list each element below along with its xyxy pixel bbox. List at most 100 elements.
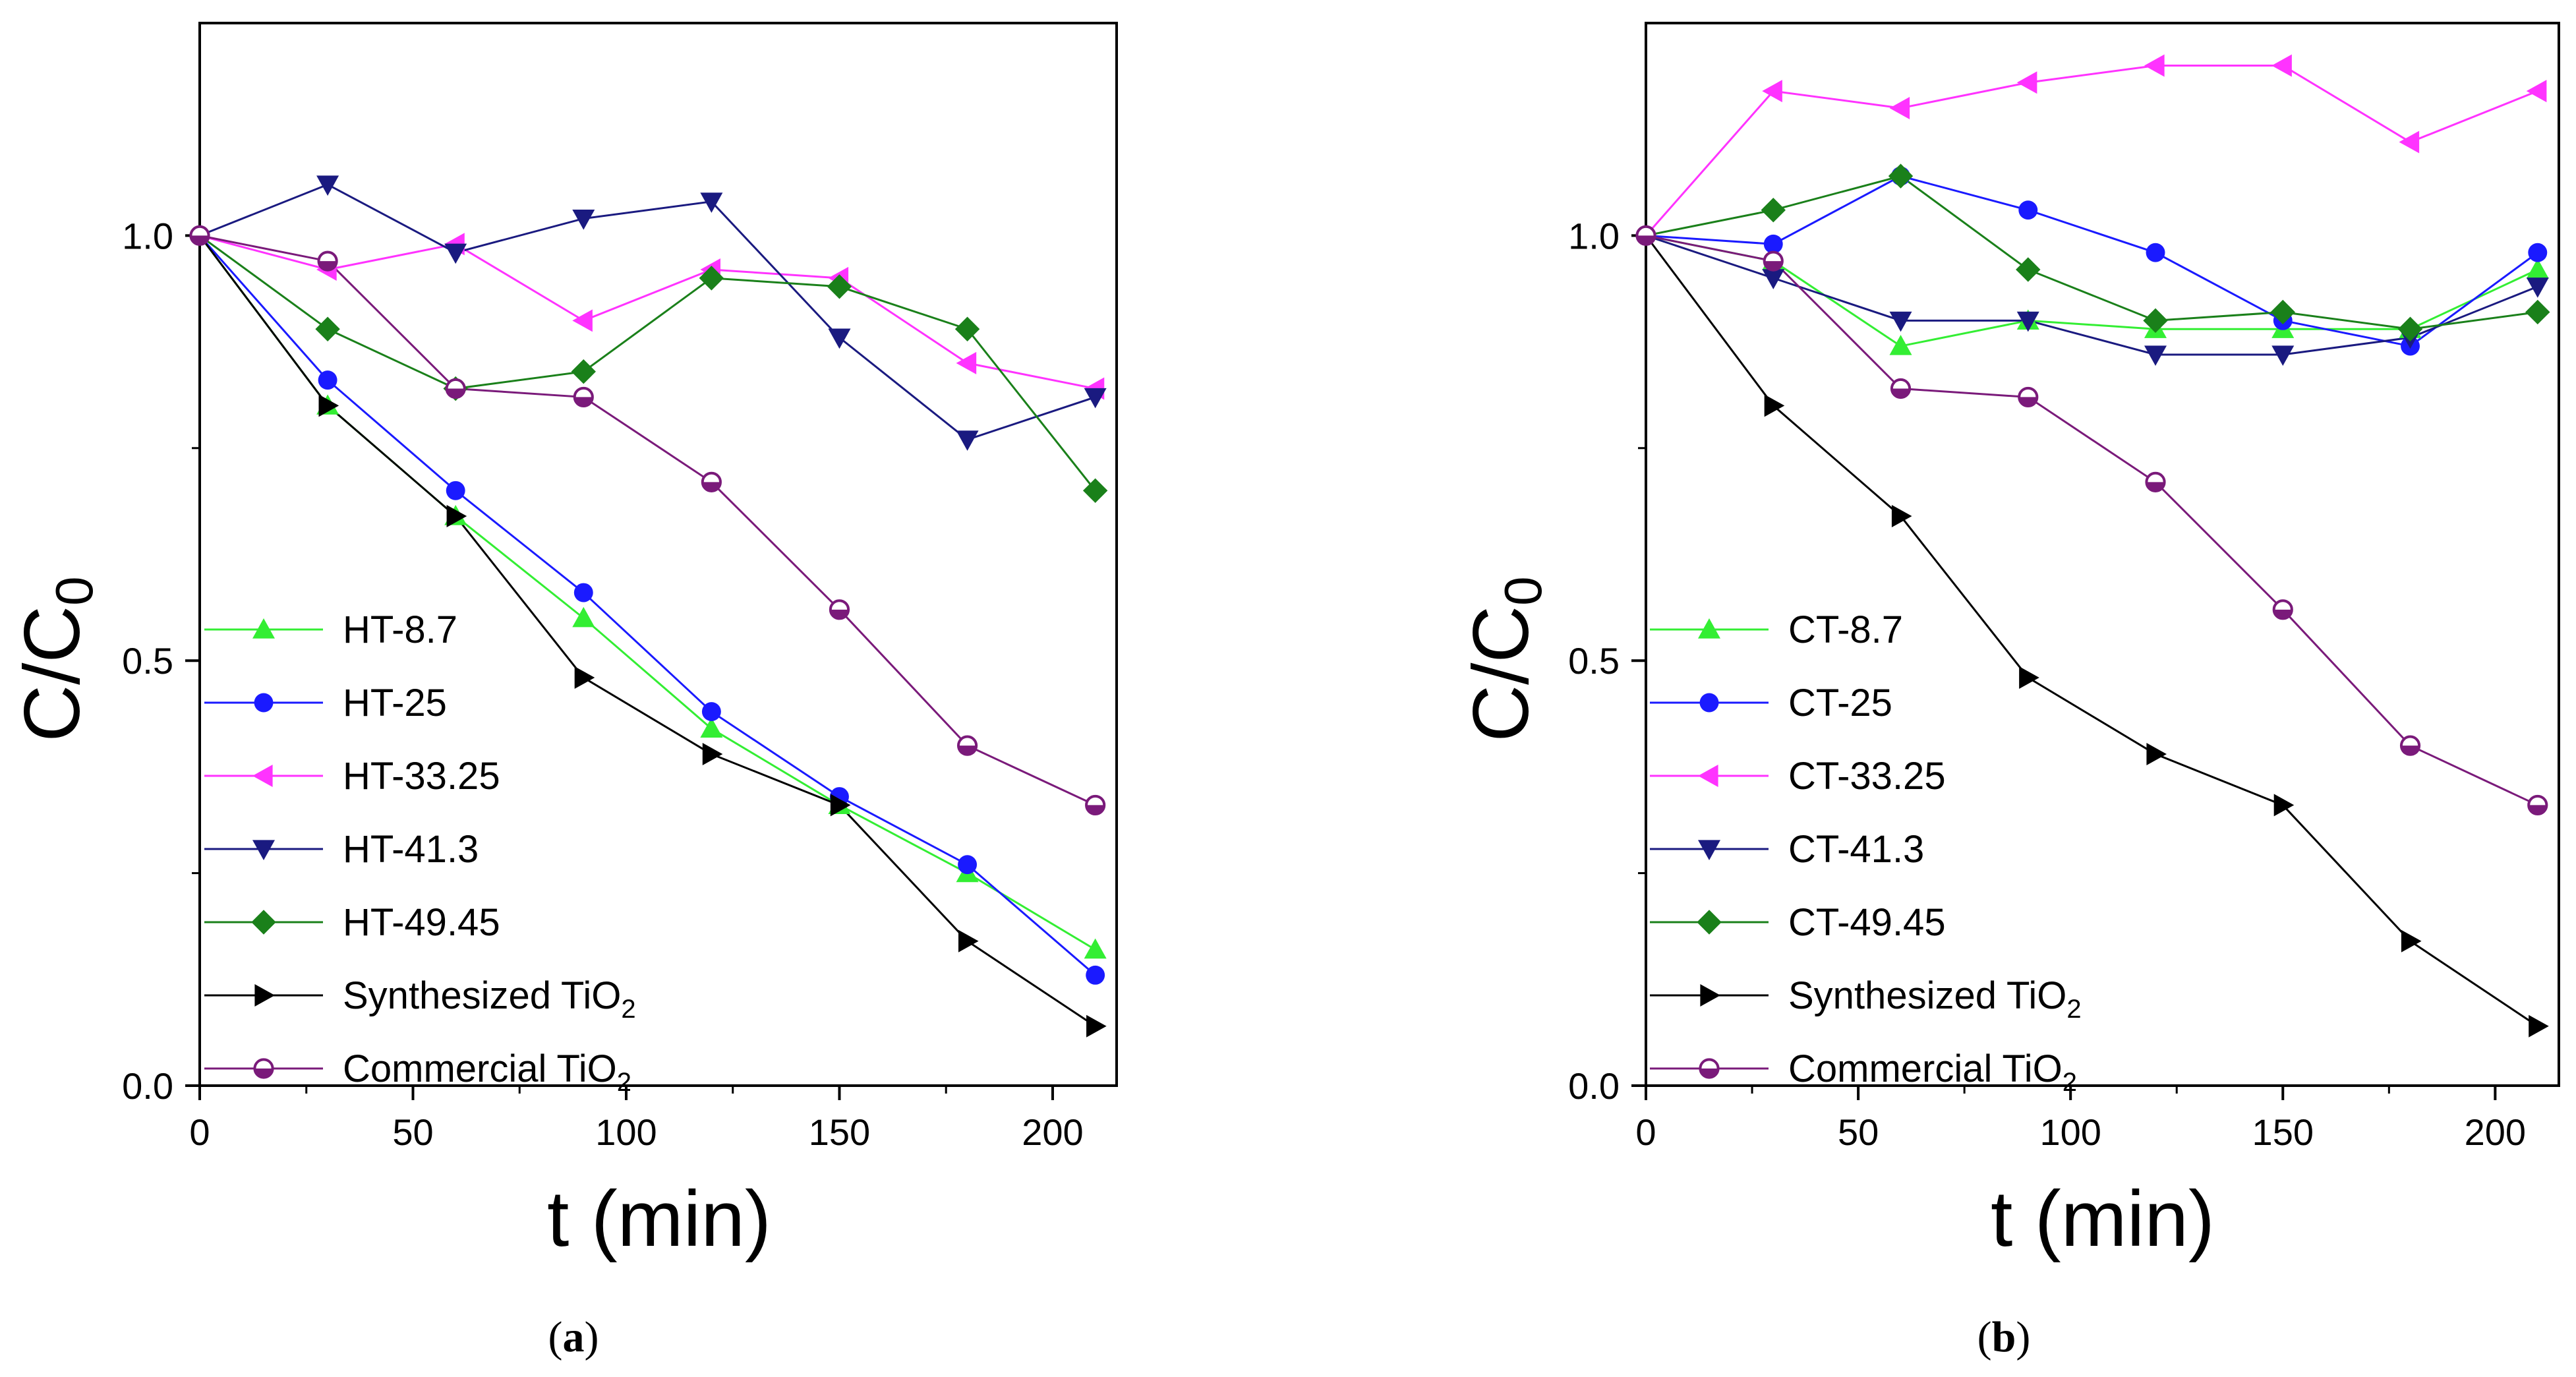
data-point-Synthesized <box>574 666 595 689</box>
series-line-HT-25 <box>198 235 1096 976</box>
data-point-Synthesized <box>318 394 339 417</box>
legend-label: CT-49.45 <box>1788 901 1946 944</box>
data-point-Commercial <box>829 599 850 620</box>
data-point-CT-41.3 <box>2016 311 2039 332</box>
panel-label: (a) <box>548 1313 599 1361</box>
legend-label: HT-25 <box>343 682 447 724</box>
legend-marker <box>1698 840 1720 860</box>
data-point-HT-25 <box>958 855 978 875</box>
data-point-CT-49.45 <box>2016 257 2041 282</box>
chart-panel-a: 0 50 100 150 200 0.0 0.5 1.0 t (min) C/C0 HT-8.7 HT… <box>8 22 1118 1361</box>
data-point-HT-25 <box>446 481 465 500</box>
data-point-CT-25 <box>1763 234 1783 254</box>
data-point-HT-41.3 <box>956 430 979 451</box>
legend-item-HT-33.25: HT-33.25 <box>204 755 500 798</box>
legend-label: Commercial TiO2 <box>343 1047 631 1097</box>
y-tick-label: 1.0 <box>122 215 173 256</box>
legend-marker <box>254 693 274 713</box>
data-point-Commercial-fill <box>2146 482 2165 491</box>
data-point-CT-41.3 <box>2144 345 2167 366</box>
y-tick-label: 0.5 <box>122 640 173 682</box>
data-point-HT-49.45 <box>954 316 980 341</box>
data-point-CT-49.45 <box>2525 299 2550 325</box>
data-point-CT-25 <box>2146 243 2165 262</box>
legend-item-Commercial: Commercial TiO2 <box>204 1047 631 1097</box>
data-point-Commercial-fill <box>446 388 465 398</box>
data-point-HT-33.25 <box>956 351 977 374</box>
data-point-Synthesized <box>1891 504 1912 527</box>
x-axis-title: t (min) <box>547 1175 771 1263</box>
data-point-CT-41.3 <box>1889 311 1912 332</box>
series-line-CT-49.45 <box>1645 175 2538 330</box>
data-point-Synthesized <box>2273 794 2295 817</box>
data-point-Commercial-fill <box>2529 805 2547 815</box>
data-point-CT-49.45 <box>2270 299 2295 325</box>
x-tick-label: 150 <box>809 1111 870 1153</box>
x-tick-label: 200 <box>2465 1111 2526 1153</box>
series-line-Synthesized <box>198 235 1096 1027</box>
data-point-Commercial <box>1085 794 1106 816</box>
legend-item-CT-41.3: CT-41.3 <box>1650 828 1924 871</box>
legend-label: HT-49.45 <box>343 901 500 944</box>
series-line-Commercial <box>1645 234 2538 806</box>
data-point-CT-41.3 <box>2271 345 2295 366</box>
data-point-CT-33.25 <box>2526 80 2547 103</box>
data-point-Commercial-fill <box>318 261 337 270</box>
x-tick-label: 100 <box>2039 1111 2101 1153</box>
series-line-HT-49.45 <box>199 235 1096 492</box>
data-point-Synthesized <box>446 504 467 527</box>
legend-marker <box>252 765 273 787</box>
data-point-CT-41.3 <box>2526 278 2549 298</box>
legend-item-HT-49.45: HT-49.45 <box>204 901 500 944</box>
data-point-Commercial-fill <box>574 397 593 407</box>
data-point-start <box>1635 225 1656 246</box>
legend-marker <box>252 840 275 860</box>
legend-marker <box>252 618 275 639</box>
data-point-HT-49.45 <box>571 359 596 384</box>
panel-label: (b) <box>1977 1313 2031 1361</box>
y-axis-title: C/C0 <box>1457 576 1552 742</box>
data-point-CT-33.25 <box>1762 80 1782 103</box>
data-point-CT-33.25 <box>2399 131 2420 154</box>
data-point-Synthesized <box>2146 743 2167 766</box>
data-point-Commercial <box>701 471 722 492</box>
x-tick-label: 0 <box>189 1111 210 1153</box>
y-tick-label: 1.0 <box>1568 215 1620 256</box>
data-point-Commercial <box>1763 250 1784 272</box>
series-line-CT-33.25 <box>1645 64 2538 237</box>
legend-label: CT-33.25 <box>1788 755 1946 798</box>
data-point-HT-41.3 <box>828 328 851 349</box>
data-point-HT-41.3 <box>700 192 723 213</box>
plot-frame <box>1645 22 2560 1087</box>
data-point-CT-8.7 <box>2526 258 2549 279</box>
legend-marker <box>1698 765 1718 787</box>
x-tick-label: 50 <box>1838 1111 1879 1153</box>
series-line-CT-25 <box>1645 175 2538 347</box>
data-point-CT-33.25 <box>2271 54 2292 77</box>
data-point-Synthesized <box>958 929 979 952</box>
data-point-HT-41.3 <box>444 243 467 264</box>
data-point-Commercial <box>1890 378 1912 399</box>
series-line-Commercial <box>199 234 1096 806</box>
data-point-CT-33.25 <box>1889 96 1910 119</box>
data-point-HT-8.7 <box>1084 938 1107 959</box>
data-point-HT-8.7 <box>700 717 723 738</box>
legend-label: CT-25 <box>1788 682 1892 724</box>
data-point-Synthesized <box>702 743 723 766</box>
series-line-HT-41.3 <box>199 183 1096 441</box>
data-point-start-fill <box>1637 235 1655 245</box>
data-point-CT-8.7 <box>1889 335 1912 355</box>
data-point-HT-25 <box>573 583 593 602</box>
data-point-HT-25 <box>318 370 337 390</box>
chart-panel-b: 0 50 100 150 200 0.0 0.5 1.0 t (min) C/C0 CT-8.7 CT… <box>1457 22 2560 1361</box>
y-tick-label: 0.0 <box>122 1065 173 1107</box>
legend-label: HT-41.3 <box>343 828 479 871</box>
legend-label: Commercial TiO2 <box>1788 1047 2077 1097</box>
data-point-Commercial-fill <box>1086 805 1105 815</box>
data-point-CT-49.45 <box>2143 308 2168 334</box>
data-point-CT-49.45 <box>1888 163 1914 189</box>
legend-item-CT-49.45: CT-49.45 <box>1650 901 1946 944</box>
data-point-HT-33.25 <box>572 309 593 332</box>
data-point-HT-41.3 <box>572 210 595 230</box>
legend-label: HT-33.25 <box>343 755 500 798</box>
